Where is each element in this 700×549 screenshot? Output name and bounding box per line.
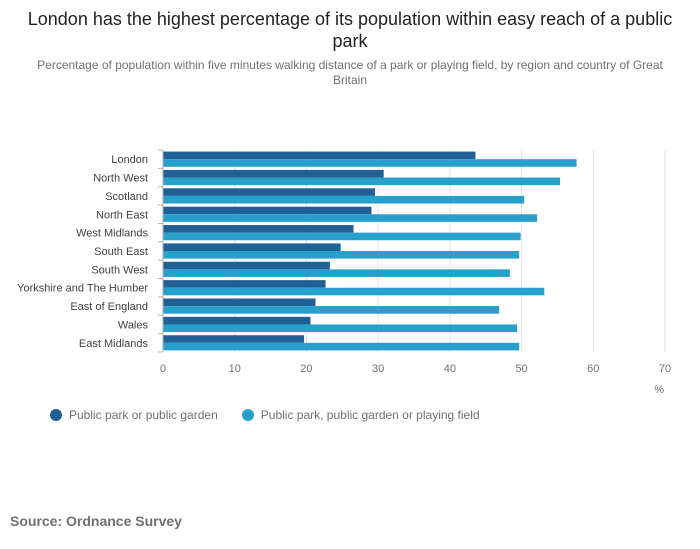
chart-title: London has the highest percentage of its… <box>27 9 673 51</box>
bar-park-garden[interactable] <box>163 169 384 178</box>
legend-marker <box>50 409 62 421</box>
bar-park-garden-playing-field[interactable] <box>163 251 520 259</box>
source-note: Source: Ordnance Survey <box>10 513 182 529</box>
category-label: North East <box>96 209 148 221</box>
bar-park-garden-playing-field[interactable] <box>163 269 510 277</box>
x-tick-label: 10 <box>229 363 241 375</box>
bars <box>163 151 577 351</box>
bar-park-garden[interactable] <box>163 261 330 270</box>
legend-item-park-garden-playing-field[interactable]: Public park, public garden or playing fi… <box>241 408 480 422</box>
bar-park-garden[interactable] <box>163 243 341 251</box>
bar-park-garden[interactable] <box>163 335 305 343</box>
bar-park-garden[interactable] <box>163 298 316 307</box>
legend: Public park or public garden Public park… <box>50 408 480 422</box>
category-label: Yorkshire and The Humber <box>17 283 148 295</box>
bar-park-garden[interactable] <box>163 188 376 196</box>
bar-park-garden-playing-field[interactable] <box>163 287 545 296</box>
x-tick-label: 40 <box>444 363 456 375</box>
category-label: Scotland <box>105 191 148 203</box>
bar-park-garden-playing-field[interactable] <box>163 177 561 186</box>
bar-park-garden[interactable] <box>163 280 326 288</box>
chart-subtitle: Percentage of population within five min… <box>37 58 663 87</box>
bar-park-garden-playing-field[interactable] <box>163 342 520 351</box>
category-label: South East <box>94 246 148 258</box>
bar-park-garden[interactable] <box>163 206 372 215</box>
category-label: West Midlands <box>76 228 148 240</box>
category-label: Wales <box>118 319 149 331</box>
x-tick-labels: 0 10 20 30 40 50 60 70 <box>160 363 671 375</box>
x-tick-label: 20 <box>300 363 312 375</box>
bar-park-garden-playing-field[interactable] <box>163 324 518 333</box>
bar-park-garden-playing-field[interactable] <box>163 306 500 314</box>
legend-item-park-garden[interactable]: Public park or public garden <box>50 408 218 422</box>
x-tick-label: 70 <box>659 363 671 375</box>
category-label: East Midlands <box>79 338 149 350</box>
bar-park-garden[interactable] <box>163 316 311 325</box>
bar-park-garden-playing-field[interactable] <box>163 214 538 222</box>
category-label: South West <box>91 264 148 276</box>
category-labels: London North West Scotland North East West M… <box>17 154 148 350</box>
category-label: North West <box>93 173 148 185</box>
bar-park-garden-playing-field[interactable] <box>163 195 525 204</box>
legend-marker <box>241 409 254 421</box>
x-axis-label: % <box>654 384 664 396</box>
x-tick-label: 60 <box>587 363 599 375</box>
bar-park-garden[interactable] <box>163 151 476 160</box>
bar-park-garden-playing-field[interactable] <box>163 232 521 241</box>
category-label: East of England <box>70 301 148 313</box>
bar-park-garden-playing-field[interactable] <box>163 159 577 167</box>
bar-park-garden[interactable] <box>163 225 354 233</box>
legend-label: Public park, public garden or playing fi… <box>260 408 480 422</box>
x-tick-label: 50 <box>515 363 527 375</box>
legend-label: Public park or public garden <box>69 408 218 422</box>
x-tick-label: 30 <box>372 363 384 375</box>
x-tick-label: 0 <box>160 363 166 375</box>
category-label: London <box>111 154 148 166</box>
